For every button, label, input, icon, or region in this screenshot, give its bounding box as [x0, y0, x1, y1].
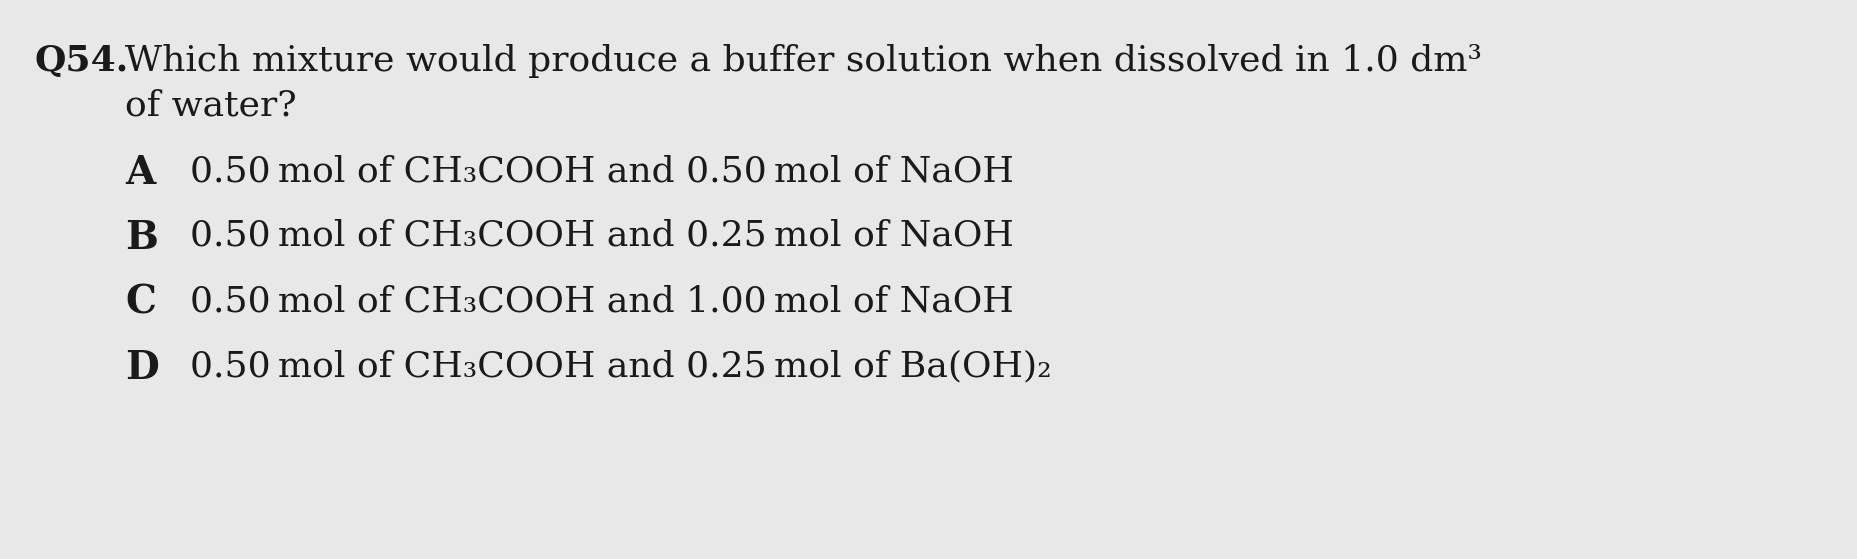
Text: Which mixture would produce a buffer solution when dissolved in 1.0 dm³: Which mixture would produce a buffer sol…: [124, 44, 1482, 78]
Text: D: D: [124, 349, 158, 387]
Text: Q54.: Q54.: [35, 44, 130, 78]
Text: 0.50 mol of CH₃COOH and 0.25 mol of Ba(OH)₂: 0.50 mol of CH₃COOH and 0.25 mol of Ba(O…: [189, 349, 1051, 383]
Text: 0.50 mol of CH₃COOH and 0.50 mol of NaOH: 0.50 mol of CH₃COOH and 0.50 mol of NaOH: [189, 154, 1014, 188]
Text: 0.50 mol of CH₃COOH and 0.25 mol of NaOH: 0.50 mol of CH₃COOH and 0.25 mol of NaOH: [189, 219, 1014, 253]
Text: 0.50 mol of CH₃COOH and 1.00 mol of NaOH: 0.50 mol of CH₃COOH and 1.00 mol of NaOH: [189, 284, 1014, 318]
Text: C: C: [124, 284, 156, 322]
Text: B: B: [124, 219, 158, 257]
Text: A: A: [124, 154, 156, 192]
Text: of water?: of water?: [124, 89, 297, 123]
